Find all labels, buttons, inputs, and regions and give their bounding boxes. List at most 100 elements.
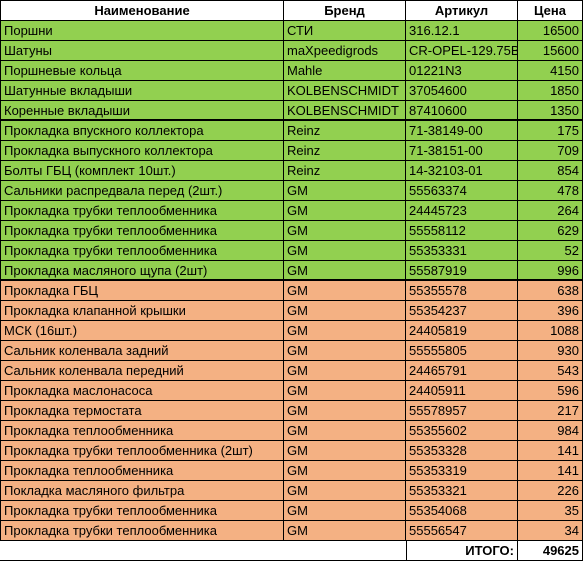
- cell-sku[interactable]: 55563374: [406, 181, 518, 201]
- cell-price[interactable]: 16500: [518, 21, 583, 41]
- cell-brand[interactable]: Reinz: [284, 141, 406, 161]
- cell-price[interactable]: 141: [518, 441, 583, 461]
- cell-brand[interactable]: СТИ: [284, 21, 406, 41]
- cell-brand[interactable]: GM: [284, 441, 406, 461]
- cell-name[interactable]: Сальники распредвала перед (2шт.): [0, 181, 284, 201]
- cell-name[interactable]: Прокладка клапанной крышки: [0, 301, 284, 321]
- cell-price[interactable]: 175: [518, 121, 583, 141]
- cell-brand[interactable]: GM: [284, 321, 406, 341]
- cell-brand[interactable]: GM: [284, 501, 406, 521]
- cell-name[interactable]: Сальник коленвала передний: [0, 361, 284, 381]
- cell-sku[interactable]: 01221N3: [406, 61, 518, 81]
- cell-sku[interactable]: 55556547: [406, 521, 518, 541]
- cell-price[interactable]: 15600: [518, 41, 583, 61]
- cell-brand[interactable]: GM: [284, 281, 406, 301]
- cell-brand[interactable]: GM: [284, 241, 406, 261]
- cell-brand[interactable]: GM: [284, 181, 406, 201]
- cell-sku[interactable]: 71-38149-00: [406, 121, 518, 141]
- cell-sku[interactable]: 71-38151-00: [406, 141, 518, 161]
- cell-sku[interactable]: 55355602: [406, 421, 518, 441]
- cell-price[interactable]: 854: [518, 161, 583, 181]
- cell-price[interactable]: 141: [518, 461, 583, 481]
- cell-brand[interactable]: GM: [284, 221, 406, 241]
- cell-name[interactable]: Поршни: [0, 21, 284, 41]
- cell-sku[interactable]: 55558112: [406, 221, 518, 241]
- cell-price[interactable]: 264: [518, 201, 583, 221]
- cell-sku[interactable]: 55555805: [406, 341, 518, 361]
- cell-name[interactable]: Прокладка ГБЦ: [0, 281, 284, 301]
- cell-name[interactable]: Прокладка трубки теплообменника: [0, 241, 284, 261]
- cell-sku[interactable]: 55355578: [406, 281, 518, 301]
- cell-brand[interactable]: GM: [284, 201, 406, 221]
- cell-sku[interactable]: 316.12.1: [406, 21, 518, 41]
- header-name[interactable]: Наименование: [0, 0, 284, 21]
- cell-name[interactable]: Прокладка впускного коллектора: [0, 121, 284, 141]
- cell-name[interactable]: Поршневые кольца: [0, 61, 284, 81]
- cell-name[interactable]: Сальник коленвала задний: [0, 341, 284, 361]
- cell-sku[interactable]: 55353319: [406, 461, 518, 481]
- cell-sku[interactable]: 24405819: [406, 321, 518, 341]
- cell-brand[interactable]: maXpeedigrods: [284, 41, 406, 61]
- cell-brand[interactable]: GM: [284, 261, 406, 281]
- cell-price[interactable]: 226: [518, 481, 583, 501]
- cell-brand[interactable]: KOLBENSCHMIDT: [284, 81, 406, 101]
- cell-price[interactable]: 709: [518, 141, 583, 161]
- cell-price[interactable]: 1088: [518, 321, 583, 341]
- cell-name[interactable]: Прокладка термостата: [0, 401, 284, 421]
- cell-brand[interactable]: GM: [284, 381, 406, 401]
- cell-sku[interactable]: 24465791: [406, 361, 518, 381]
- cell-brand[interactable]: GM: [284, 401, 406, 421]
- cell-price[interactable]: 596: [518, 381, 583, 401]
- header-price[interactable]: Цена: [518, 0, 583, 21]
- cell-brand[interactable]: GM: [284, 421, 406, 441]
- cell-sku[interactable]: 55587919: [406, 261, 518, 281]
- cell-name[interactable]: МСК (16шт.): [0, 321, 284, 341]
- cell-name[interactable]: Болты ГБЦ (комплект 10шт.): [0, 161, 284, 181]
- cell-sku[interactable]: 55353331: [406, 241, 518, 261]
- cell-brand[interactable]: GM: [284, 361, 406, 381]
- cell-sku[interactable]: 14-32103-01: [406, 161, 518, 181]
- cell-brand[interactable]: KOLBENSCHMIDT: [284, 101, 406, 121]
- cell-price[interactable]: 638: [518, 281, 583, 301]
- header-brand[interactable]: Бренд: [284, 0, 406, 21]
- cell-price[interactable]: 629: [518, 221, 583, 241]
- cell-sku[interactable]: 55354068: [406, 501, 518, 521]
- cell-name[interactable]: Прокладка трубки теплообменника: [0, 221, 284, 241]
- cell-brand[interactable]: Reinz: [284, 121, 406, 141]
- cell-name[interactable]: Прокладка выпускного коллектора: [0, 141, 284, 161]
- cell-name[interactable]: Прокладка трубки теплообменника: [0, 521, 284, 541]
- cell-sku[interactable]: 55578957: [406, 401, 518, 421]
- cell-name[interactable]: Прокладка теплообменника: [0, 421, 284, 441]
- cell-brand[interactable]: GM: [284, 301, 406, 321]
- cell-price[interactable]: 35: [518, 501, 583, 521]
- cell-brand[interactable]: GM: [284, 461, 406, 481]
- cell-name[interactable]: Коренные вкладыши: [0, 101, 284, 121]
- cell-price[interactable]: 996: [518, 261, 583, 281]
- cell-sku[interactable]: 24405911: [406, 381, 518, 401]
- cell-sku[interactable]: 55354237: [406, 301, 518, 321]
- cell-price[interactable]: 34: [518, 521, 583, 541]
- cell-name[interactable]: Прокладка трубки теплообменника: [0, 501, 284, 521]
- cell-sku[interactable]: 87410600: [406, 101, 518, 121]
- total-label[interactable]: ИТОГО:: [406, 541, 518, 561]
- header-sku[interactable]: Артикул: [406, 0, 518, 21]
- cell-sku[interactable]: 55353328: [406, 441, 518, 461]
- cell-sku[interactable]: 24445723: [406, 201, 518, 221]
- cell-price[interactable]: 930: [518, 341, 583, 361]
- cell-price[interactable]: 4150: [518, 61, 583, 81]
- cell-price[interactable]: 1850: [518, 81, 583, 101]
- cell-name[interactable]: Прокладка трубки теплообменника: [0, 201, 284, 221]
- cell-name[interactable]: Прокладка теплообменника: [0, 461, 284, 481]
- cell-brand[interactable]: Mahle: [284, 61, 406, 81]
- cell-price[interactable]: 396: [518, 301, 583, 321]
- cell-price[interactable]: 478: [518, 181, 583, 201]
- cell-brand[interactable]: GM: [284, 521, 406, 541]
- cell-sku[interactable]: 37054600: [406, 81, 518, 101]
- cell-name[interactable]: Покладка масляного фильтра: [0, 481, 284, 501]
- cell-name[interactable]: Прокладка трубки теплообменника (2шт): [0, 441, 284, 461]
- cell-price[interactable]: 52: [518, 241, 583, 261]
- cell-brand[interactable]: Reinz: [284, 161, 406, 181]
- cell-brand[interactable]: GM: [284, 341, 406, 361]
- cell-price[interactable]: 1350: [518, 101, 583, 121]
- total-value[interactable]: 49625: [518, 541, 583, 561]
